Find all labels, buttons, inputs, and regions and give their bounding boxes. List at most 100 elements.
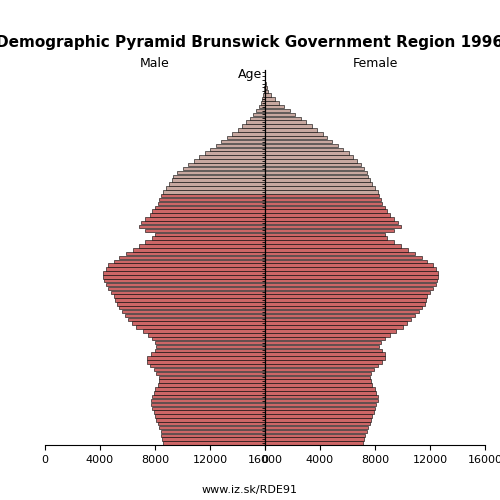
- Bar: [152, 406, 265, 410]
- Bar: [265, 98, 274, 100]
- Bar: [265, 170, 367, 174]
- Bar: [265, 213, 390, 216]
- Bar: [265, 337, 384, 340]
- Bar: [169, 182, 265, 186]
- Bar: [194, 159, 265, 162]
- Bar: [265, 244, 401, 248]
- Text: Demographic Pyramid Brunswick Government Region 1996: Demographic Pyramid Brunswick Government…: [0, 35, 500, 50]
- Bar: [160, 194, 265, 198]
- Bar: [133, 248, 265, 252]
- Bar: [159, 198, 265, 201]
- Bar: [265, 322, 406, 325]
- Bar: [103, 275, 265, 278]
- Bar: [265, 252, 415, 256]
- Bar: [238, 128, 265, 132]
- Bar: [138, 244, 265, 248]
- Bar: [265, 326, 402, 329]
- Bar: [142, 329, 265, 332]
- Bar: [265, 368, 374, 372]
- Title: Male: Male: [140, 57, 170, 70]
- Bar: [146, 228, 265, 232]
- Bar: [265, 352, 384, 356]
- Bar: [158, 384, 265, 387]
- Bar: [126, 252, 265, 256]
- Bar: [265, 333, 390, 336]
- Bar: [147, 360, 265, 364]
- Bar: [265, 402, 376, 406]
- Bar: [156, 372, 265, 375]
- Bar: [265, 310, 419, 314]
- Bar: [265, 376, 370, 379]
- Bar: [265, 434, 366, 437]
- Bar: [265, 163, 361, 166]
- Bar: [148, 333, 265, 336]
- Bar: [265, 82, 266, 86]
- Bar: [265, 279, 437, 282]
- Bar: [199, 155, 265, 158]
- Bar: [159, 380, 265, 383]
- Bar: [150, 364, 265, 368]
- Bar: [265, 268, 436, 271]
- Bar: [152, 210, 265, 213]
- Bar: [265, 109, 290, 112]
- Bar: [154, 410, 265, 414]
- Bar: [265, 364, 378, 368]
- Title: Female: Female: [352, 57, 398, 70]
- Bar: [265, 348, 382, 352]
- Bar: [122, 310, 265, 314]
- Bar: [154, 391, 265, 394]
- Bar: [120, 306, 265, 310]
- Bar: [263, 94, 265, 97]
- Bar: [265, 236, 388, 240]
- Bar: [163, 190, 265, 194]
- Bar: [265, 221, 398, 224]
- Bar: [106, 283, 265, 286]
- Text: Age: Age: [238, 68, 262, 81]
- Bar: [104, 279, 265, 282]
- Bar: [182, 167, 265, 170]
- Bar: [265, 94, 271, 97]
- Bar: [265, 426, 368, 430]
- Bar: [188, 163, 265, 166]
- Bar: [155, 387, 265, 390]
- Bar: [151, 352, 265, 356]
- Bar: [265, 294, 427, 298]
- Bar: [265, 101, 279, 104]
- Bar: [155, 341, 265, 344]
- Bar: [177, 170, 265, 174]
- Bar: [120, 256, 265, 259]
- Bar: [242, 124, 265, 128]
- Text: www.iz.sk/RDE91: www.iz.sk/RDE91: [202, 485, 298, 495]
- Bar: [159, 426, 265, 430]
- Bar: [264, 90, 265, 93]
- Bar: [265, 210, 388, 213]
- Bar: [155, 206, 265, 209]
- Bar: [151, 402, 265, 406]
- Bar: [259, 105, 265, 108]
- Bar: [265, 341, 380, 344]
- Bar: [265, 430, 367, 433]
- Bar: [136, 326, 265, 329]
- Bar: [150, 213, 265, 216]
- Bar: [265, 116, 301, 120]
- Bar: [159, 376, 265, 379]
- Bar: [265, 256, 422, 259]
- Bar: [262, 98, 265, 100]
- Bar: [265, 399, 378, 402]
- Bar: [210, 148, 265, 151]
- Bar: [128, 318, 265, 321]
- Bar: [114, 260, 265, 263]
- Bar: [154, 368, 265, 372]
- Bar: [152, 337, 265, 340]
- Bar: [265, 144, 338, 147]
- Bar: [265, 418, 371, 422]
- Bar: [265, 380, 371, 383]
- Bar: [265, 438, 364, 441]
- Bar: [116, 302, 265, 306]
- Bar: [265, 314, 415, 317]
- Bar: [265, 360, 382, 364]
- Bar: [265, 442, 362, 445]
- Bar: [265, 372, 371, 375]
- Bar: [160, 434, 265, 437]
- Bar: [265, 120, 306, 124]
